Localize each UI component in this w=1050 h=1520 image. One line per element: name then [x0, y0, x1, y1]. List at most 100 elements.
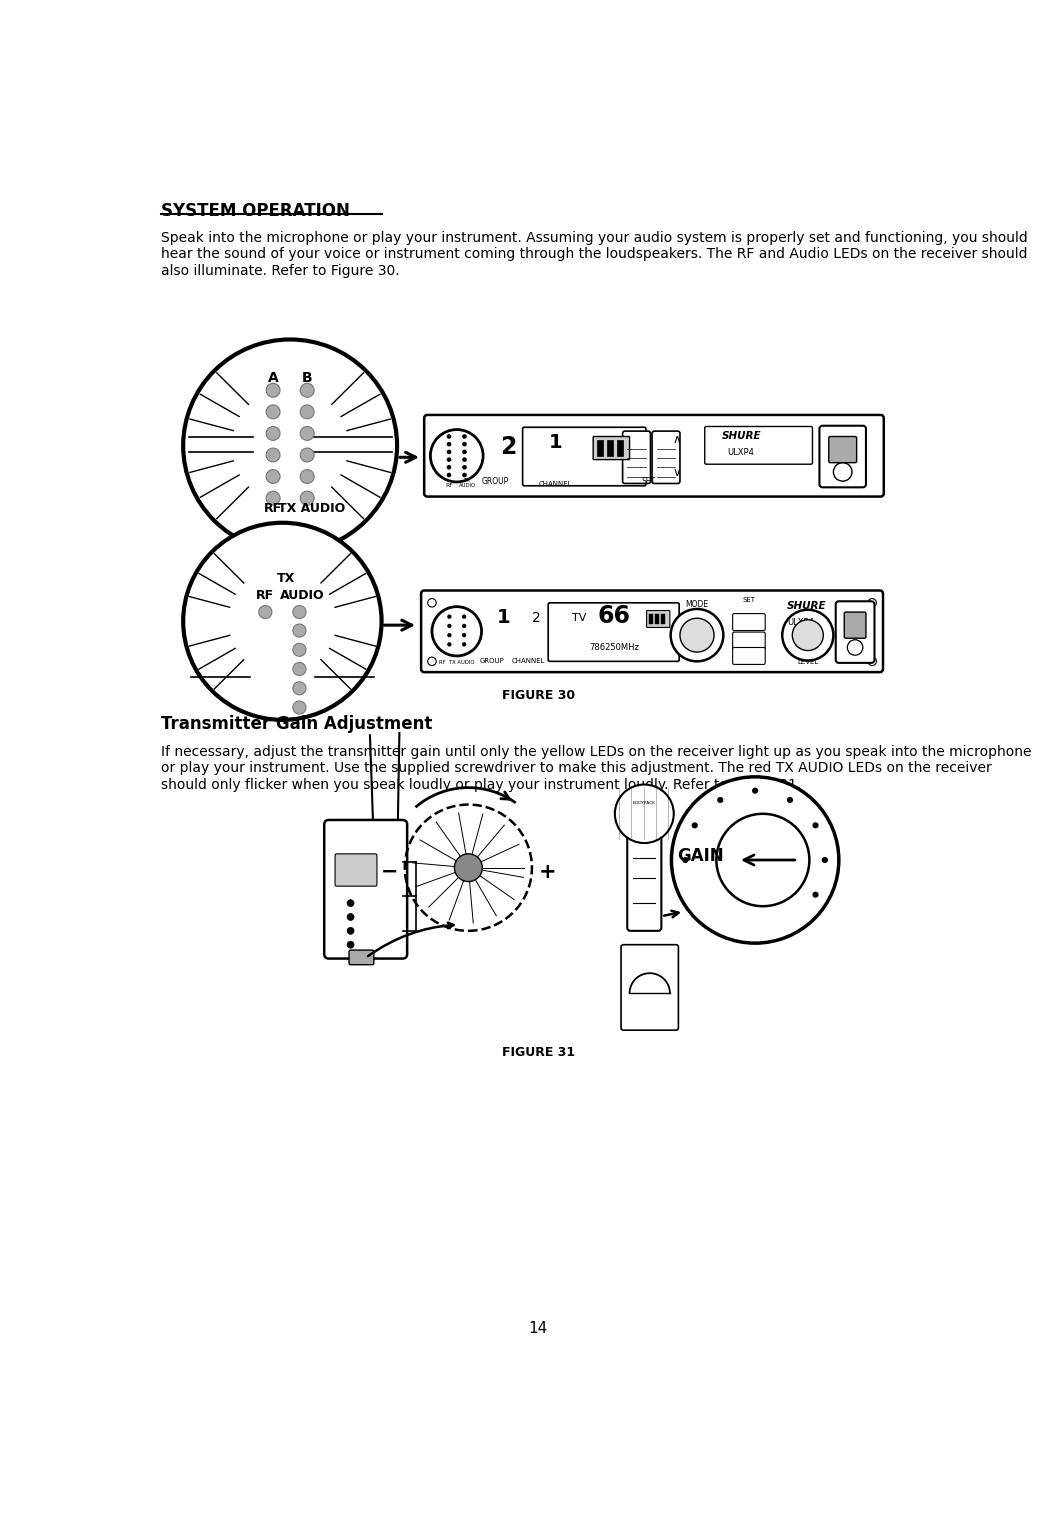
- FancyBboxPatch shape: [421, 590, 883, 672]
- Circle shape: [455, 854, 482, 882]
- Circle shape: [300, 383, 314, 397]
- FancyBboxPatch shape: [649, 614, 653, 625]
- FancyBboxPatch shape: [548, 603, 679, 661]
- FancyBboxPatch shape: [593, 436, 630, 459]
- Circle shape: [782, 610, 834, 661]
- FancyBboxPatch shape: [836, 602, 875, 663]
- FancyBboxPatch shape: [655, 614, 659, 625]
- Text: FIGURE 30: FIGURE 30: [502, 689, 574, 702]
- Circle shape: [183, 523, 381, 720]
- Circle shape: [300, 470, 314, 483]
- Text: −: −: [380, 862, 398, 882]
- FancyBboxPatch shape: [733, 632, 765, 649]
- Text: Transmitter Gain Adjustment: Transmitter Gain Adjustment: [161, 716, 433, 733]
- Text: 1: 1: [548, 433, 562, 451]
- Text: A: A: [268, 371, 278, 385]
- Text: CHANNEL: CHANNEL: [512, 658, 546, 664]
- Text: 66: 66: [597, 605, 631, 628]
- FancyBboxPatch shape: [597, 441, 603, 456]
- Circle shape: [348, 900, 354, 906]
- Text: ∧: ∧: [673, 433, 681, 445]
- Text: RF: RF: [264, 503, 282, 515]
- FancyBboxPatch shape: [733, 648, 765, 664]
- Text: LEVEL: LEVEL: [797, 660, 818, 666]
- Circle shape: [752, 787, 758, 793]
- Text: ULXP4: ULXP4: [728, 448, 755, 458]
- Circle shape: [716, 813, 810, 906]
- Circle shape: [717, 796, 723, 803]
- Circle shape: [266, 427, 280, 441]
- Circle shape: [793, 620, 823, 651]
- FancyBboxPatch shape: [424, 415, 884, 497]
- Text: ULXP4: ULXP4: [786, 619, 814, 628]
- Circle shape: [300, 491, 314, 505]
- Circle shape: [300, 404, 314, 420]
- Circle shape: [293, 701, 306, 714]
- Circle shape: [293, 605, 306, 619]
- Text: FIGURE 31: FIGURE 31: [502, 1046, 574, 1059]
- Circle shape: [813, 892, 819, 898]
- Text: 2: 2: [532, 611, 541, 625]
- Text: If necessary, adjust the transmitter gain until only the yellow LEDs on the rece: If necessary, adjust the transmitter gai…: [161, 745, 1031, 758]
- Text: ∨: ∨: [673, 465, 681, 479]
- Text: BODYPACK: BODYPACK: [633, 801, 656, 806]
- Text: SHURE: SHURE: [786, 600, 826, 611]
- Circle shape: [258, 605, 272, 619]
- Text: MODE: MODE: [686, 600, 709, 608]
- Circle shape: [348, 927, 354, 935]
- Text: 786250MHz: 786250MHz: [589, 643, 639, 652]
- Text: RF: RF: [445, 483, 453, 488]
- Circle shape: [266, 448, 280, 462]
- FancyBboxPatch shape: [621, 945, 678, 1031]
- Text: TX
AUDIO: TX AUDIO: [459, 477, 476, 488]
- Circle shape: [446, 473, 452, 477]
- Circle shape: [462, 450, 467, 454]
- FancyBboxPatch shape: [705, 427, 813, 464]
- Circle shape: [671, 610, 723, 661]
- FancyBboxPatch shape: [844, 613, 866, 638]
- Circle shape: [462, 643, 466, 646]
- Text: or play your instrument. Use the supplied screwdriver to make this adjustment. T: or play your instrument. Use the supplie…: [161, 762, 991, 775]
- Text: +: +: [539, 862, 556, 882]
- Circle shape: [293, 625, 306, 637]
- Circle shape: [786, 796, 793, 803]
- FancyBboxPatch shape: [349, 950, 374, 965]
- FancyBboxPatch shape: [623, 432, 651, 483]
- Text: AUDIO: AUDIO: [280, 590, 324, 602]
- FancyBboxPatch shape: [607, 441, 613, 456]
- Text: GROUP: GROUP: [482, 477, 509, 486]
- Text: TX: TX: [277, 573, 295, 585]
- Circle shape: [462, 632, 466, 637]
- Circle shape: [266, 491, 280, 505]
- Circle shape: [447, 614, 452, 619]
- Text: GROUP: GROUP: [480, 658, 505, 664]
- Circle shape: [462, 442, 467, 447]
- Circle shape: [266, 383, 280, 397]
- FancyBboxPatch shape: [819, 426, 866, 488]
- Circle shape: [447, 632, 452, 637]
- Circle shape: [446, 465, 452, 470]
- Circle shape: [293, 643, 306, 657]
- Circle shape: [615, 784, 674, 844]
- Text: GAIN: GAIN: [677, 847, 724, 865]
- Circle shape: [446, 458, 452, 462]
- Circle shape: [446, 450, 452, 454]
- FancyBboxPatch shape: [335, 854, 377, 886]
- Text: SET: SET: [742, 597, 755, 603]
- Circle shape: [462, 623, 466, 628]
- Circle shape: [462, 465, 467, 470]
- FancyBboxPatch shape: [662, 614, 666, 625]
- Text: CHANNEL: CHANNEL: [539, 482, 572, 488]
- Text: also illuminate. Refer to Figure 30.: also illuminate. Refer to Figure 30.: [161, 264, 399, 278]
- FancyBboxPatch shape: [647, 611, 670, 628]
- Circle shape: [446, 442, 452, 447]
- Text: 2: 2: [501, 435, 517, 459]
- Circle shape: [447, 643, 452, 646]
- Text: SYSTEM OPERATION: SYSTEM OPERATION: [161, 202, 350, 220]
- Circle shape: [293, 682, 306, 695]
- FancyBboxPatch shape: [523, 427, 646, 486]
- Circle shape: [300, 448, 314, 462]
- Text: RF: RF: [256, 590, 274, 602]
- FancyBboxPatch shape: [828, 436, 857, 462]
- Circle shape: [293, 663, 306, 675]
